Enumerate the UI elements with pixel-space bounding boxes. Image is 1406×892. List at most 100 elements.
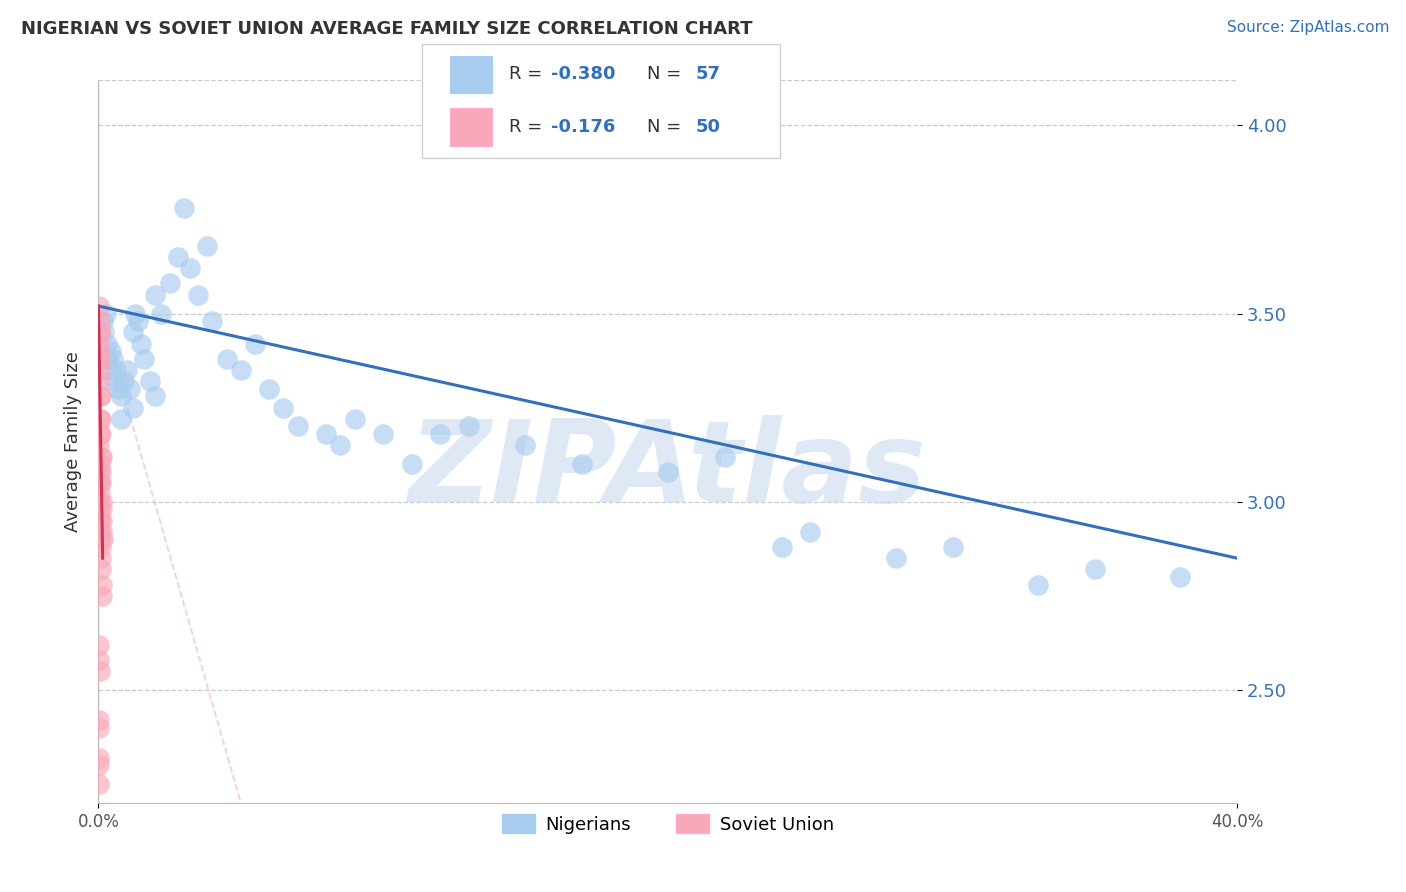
Point <box>110 389 132 403</box>
Point <box>259 382 281 396</box>
Point <box>89 524 111 539</box>
Point <box>329 438 352 452</box>
Point <box>515 438 537 452</box>
Point <box>90 475 112 490</box>
Point <box>179 261 201 276</box>
Point <box>714 450 737 464</box>
Point <box>89 351 111 366</box>
Point <box>884 551 907 566</box>
Point <box>1170 570 1192 584</box>
Point <box>90 502 112 516</box>
Point <box>103 375 125 389</box>
Point <box>145 287 167 301</box>
Text: N =: N = <box>647 65 686 84</box>
Point <box>89 389 111 403</box>
Point <box>121 401 143 415</box>
Point <box>1026 577 1049 591</box>
Point <box>89 514 111 528</box>
Point <box>343 412 366 426</box>
Text: N =: N = <box>647 118 686 136</box>
Point <box>87 336 110 351</box>
Y-axis label: Average Family Size: Average Family Size <box>63 351 82 532</box>
Point <box>89 314 111 328</box>
Point <box>89 664 111 678</box>
Point <box>1084 562 1107 576</box>
Point <box>195 239 218 253</box>
Point <box>89 326 111 340</box>
Point <box>91 314 114 328</box>
Point <box>89 721 111 735</box>
Point <box>91 514 114 528</box>
Point <box>243 336 266 351</box>
Point <box>90 450 112 464</box>
Point <box>89 514 111 528</box>
Point <box>87 777 110 791</box>
Point <box>90 540 112 554</box>
Point <box>87 750 110 764</box>
Point <box>799 524 821 539</box>
Point <box>315 427 337 442</box>
Point <box>145 389 167 403</box>
Point <box>124 307 146 321</box>
Point <box>94 307 117 321</box>
Point <box>89 438 111 452</box>
Point <box>90 495 112 509</box>
Point <box>91 589 114 603</box>
Point <box>89 326 111 340</box>
Point <box>98 363 121 377</box>
Point <box>287 419 309 434</box>
Point <box>107 382 129 396</box>
Point <box>150 307 173 321</box>
Point <box>121 326 143 340</box>
Point <box>96 336 118 351</box>
Point <box>201 314 224 328</box>
Point <box>273 401 295 415</box>
Point <box>215 351 238 366</box>
Point <box>87 713 110 727</box>
Point <box>89 487 111 501</box>
Point <box>167 250 190 264</box>
Text: R =: R = <box>509 65 548 84</box>
Point <box>89 502 111 516</box>
Point <box>89 457 111 471</box>
Text: Source: ZipAtlas.com: Source: ZipAtlas.com <box>1226 20 1389 35</box>
Point <box>229 363 252 377</box>
Point <box>89 427 111 442</box>
Point <box>90 551 112 566</box>
Point <box>89 475 111 490</box>
Point <box>101 351 124 366</box>
Point <box>89 495 111 509</box>
Point <box>89 758 111 772</box>
Point <box>89 375 111 389</box>
Point <box>115 363 138 377</box>
Point <box>93 326 115 340</box>
Text: -0.380: -0.380 <box>551 65 616 84</box>
Point <box>89 351 111 366</box>
Point <box>90 577 112 591</box>
Point <box>457 419 479 434</box>
Point <box>100 344 122 359</box>
Point <box>657 465 679 479</box>
Point <box>97 351 120 366</box>
Text: R =: R = <box>509 118 548 136</box>
Point <box>89 363 111 377</box>
Point <box>89 653 111 667</box>
Point <box>159 277 181 291</box>
Point <box>89 475 111 490</box>
Point <box>942 540 965 554</box>
Point <box>91 533 114 547</box>
Point <box>173 201 195 215</box>
Point <box>770 540 793 554</box>
Point <box>118 382 141 396</box>
Point <box>90 450 112 464</box>
Point <box>104 363 127 377</box>
Point <box>87 465 110 479</box>
Point <box>90 389 112 403</box>
Point <box>132 351 155 366</box>
Point <box>138 375 160 389</box>
Point <box>90 412 112 426</box>
Text: -0.176: -0.176 <box>551 118 616 136</box>
Point <box>187 287 209 301</box>
Text: 50: 50 <box>696 118 721 136</box>
Point <box>571 457 593 471</box>
